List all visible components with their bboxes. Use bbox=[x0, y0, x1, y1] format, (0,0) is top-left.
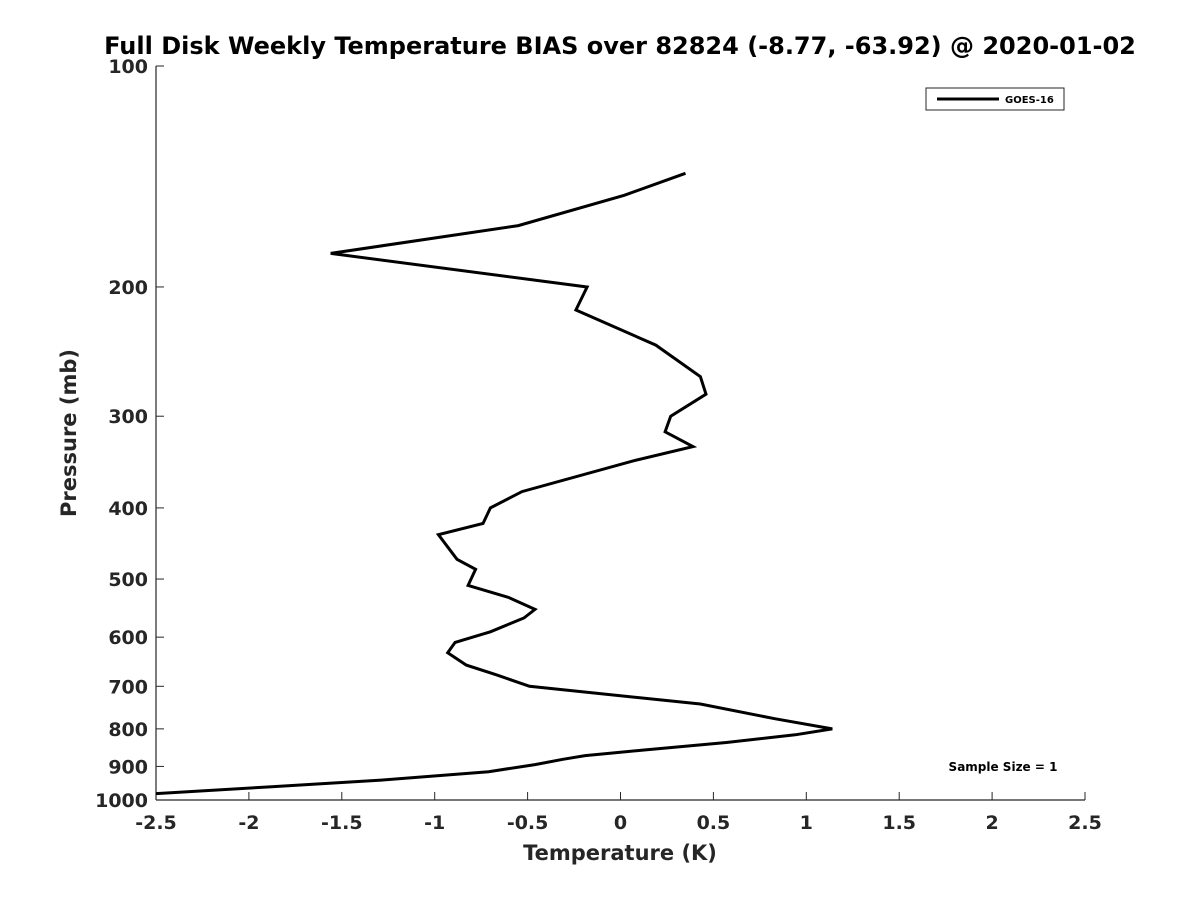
x-tick-label: 1 bbox=[800, 812, 813, 834]
y-tick-label: 600 bbox=[108, 627, 148, 649]
x-axis-label: Temperature (K) bbox=[523, 841, 717, 865]
x-tick-label: -0.5 bbox=[507, 812, 549, 834]
y-tick-label: 500 bbox=[108, 569, 148, 591]
x-tick-label: 2.5 bbox=[1068, 812, 1102, 834]
chart-title: Full Disk Weekly Temperature BIAS over 8… bbox=[104, 32, 1136, 60]
y-tick-label: 800 bbox=[108, 719, 148, 741]
y-tick-label: 400 bbox=[108, 498, 148, 520]
x-tick-label: -1.5 bbox=[321, 812, 363, 834]
x-tick-label: 2 bbox=[985, 812, 998, 834]
legend-label-goes-16: GOES-16 bbox=[1005, 95, 1054, 106]
y-tick-label: 700 bbox=[108, 676, 148, 698]
x-tick-label: 0 bbox=[614, 812, 627, 834]
series-group bbox=[155, 171, 833, 796]
series-line-goes-16 bbox=[155, 171, 833, 796]
legend: GOES-16 bbox=[925, 87, 1065, 111]
y-tick-label: 200 bbox=[108, 277, 148, 299]
y-tick-label: 100 bbox=[108, 56, 148, 78]
y-axis-label: Pressure (mb) bbox=[57, 349, 81, 517]
y-tick-label: 1000 bbox=[95, 790, 148, 812]
x-tick-label: 0.5 bbox=[697, 812, 731, 834]
sample-size-annotation: Sample Size = 1 bbox=[949, 760, 1058, 774]
x-tick-label: -2 bbox=[238, 812, 259, 834]
y-tick-label: 900 bbox=[108, 756, 148, 778]
x-tick-label: -2.5 bbox=[135, 812, 177, 834]
y-ticks: 100 200 300 400 500 600 700 800 900 1000 bbox=[95, 56, 164, 812]
x-ticks: -2.5 -2 -1.5 -1 -0.5 0 0.5 1 1.5 2 2.5 bbox=[135, 792, 1102, 834]
x-tick-label: -1 bbox=[424, 812, 445, 834]
x-tick-label: 1.5 bbox=[882, 812, 916, 834]
y-tick-label: 300 bbox=[108, 406, 148, 428]
